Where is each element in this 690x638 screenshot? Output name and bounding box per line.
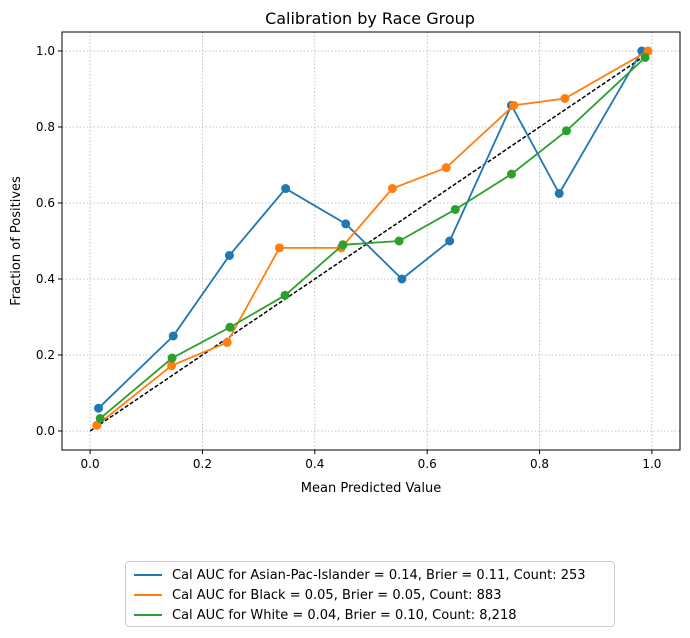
legend-item: Cal AUC for White = 0.04, Brier = 0.10, …: [134, 605, 614, 625]
x-tick-label: 0.0: [81, 457, 100, 471]
legend-label: Cal AUC for Black = 0.05, Brier = 0.05, …: [172, 587, 502, 603]
data-point: [506, 169, 516, 179]
data-point: [394, 236, 404, 246]
grid-lines: [62, 32, 680, 450]
data-point: [168, 331, 178, 341]
data-point: [94, 403, 104, 413]
data-point: [280, 290, 290, 300]
chart-title: Calibration by Race Group: [265, 9, 475, 28]
data-point: [224, 250, 234, 260]
data-point: [222, 337, 232, 347]
x-tick-label: 1.0: [642, 457, 661, 471]
data-point: [167, 353, 177, 363]
perfect-calibration-line: [89, 50, 653, 432]
axis-ticks: 0.0 0.2 0.4 0.6 0.8 1.0 0.0 0.2 0.4 0.6 0.8 1.0: [36, 44, 662, 471]
data-point: [341, 219, 351, 229]
legend-label: Cal AUC for White = 0.04, Brier = 0.10, …: [172, 607, 517, 623]
y-tick-label: 0.8: [36, 120, 55, 134]
data-point: [397, 274, 407, 284]
series-0: [94, 46, 647, 413]
data-point: [387, 184, 397, 194]
legend-swatch: [134, 614, 162, 616]
legend-swatch: [134, 574, 162, 576]
y-tick-label: 0.4: [36, 272, 55, 286]
data-point: [225, 322, 235, 332]
data-point: [445, 236, 455, 246]
series-group: [92, 46, 653, 430]
data-point: [441, 163, 451, 173]
plot-frame: [61, 31, 681, 451]
x-tick-label: 0.4: [305, 457, 324, 471]
data-point: [509, 100, 519, 110]
data-point: [562, 126, 572, 136]
legend-swatch: [134, 594, 162, 596]
data-point: [450, 204, 460, 214]
y-tick-label: 0.6: [36, 196, 55, 210]
x-axis-label: Mean Predicted Value: [301, 481, 441, 496]
data-point: [640, 52, 650, 62]
series-line: [96, 50, 649, 427]
y-tick-label: 1.0: [36, 44, 55, 58]
data-point: [554, 189, 564, 198]
legend: Cal AUC for Asian-Pac-Islander = 0.14, B…: [125, 561, 615, 627]
y-tick-label: 0.2: [36, 348, 55, 362]
data-point: [92, 420, 102, 430]
calibration-chart: Calibration by Race Group 0.0 0.2 0.4 0.6 0.…: [9, 9, 681, 496]
legend-item: Cal AUC for Black = 0.05, Brier = 0.05, …: [134, 585, 614, 605]
x-tick-label: 0.2: [193, 457, 212, 471]
y-tick-label: 0.0: [36, 424, 55, 438]
data-point: [167, 361, 177, 371]
data-point: [281, 184, 291, 194]
data-point: [338, 240, 348, 250]
x-tick-label: 0.6: [418, 457, 437, 471]
series-2: [95, 52, 650, 423]
legend-item: Cal AUC for Asian-Pac-Islander = 0.14, B…: [134, 565, 614, 585]
legend-label: Cal AUC for Asian-Pac-Islander = 0.14, B…: [172, 567, 586, 583]
x-tick-label: 0.8: [530, 457, 549, 471]
y-axis-label: Fraction of Positives: [9, 176, 24, 306]
reference-line-group: [89, 50, 653, 432]
data-point: [274, 243, 284, 253]
series-line: [99, 56, 646, 420]
series-line: [97, 50, 643, 409]
data-point: [560, 94, 570, 103]
data-point: [95, 413, 105, 423]
